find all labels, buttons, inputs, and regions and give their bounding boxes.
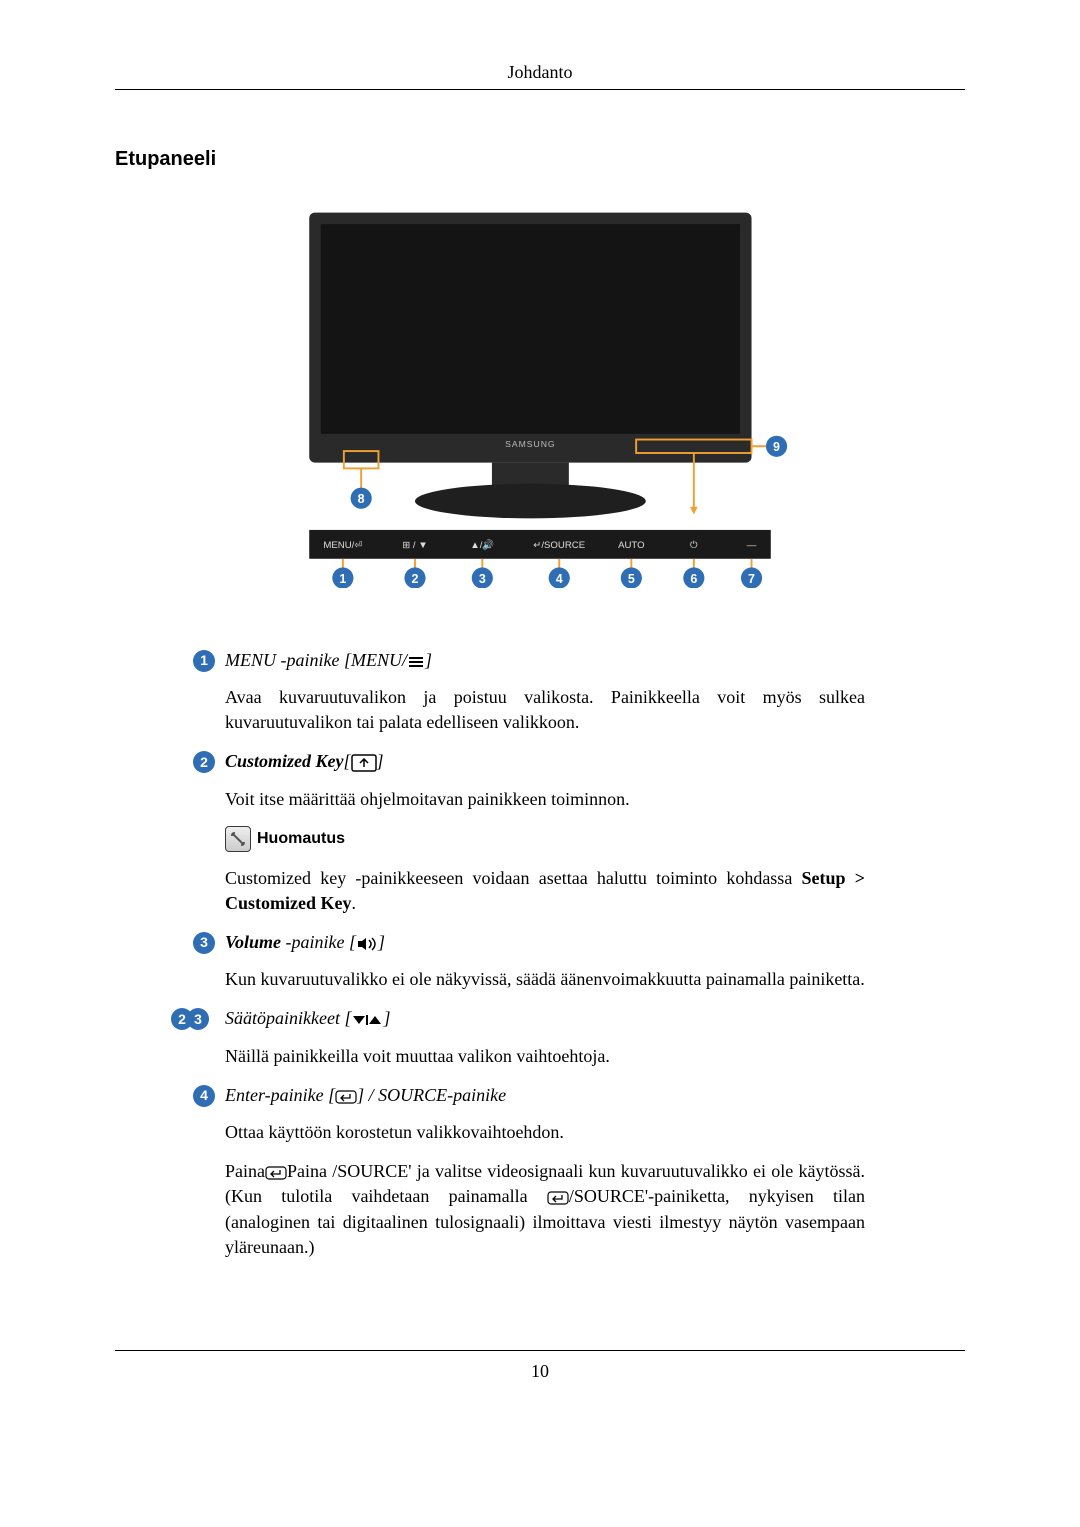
bullet-3: 3: [193, 930, 215, 954]
btn-label-5: AUTO: [618, 540, 645, 551]
item-4-body: Ottaa käyttöön korostetun valikkovaihtoe…: [225, 1120, 865, 1145]
btn-label-6: ⏻: [690, 540, 698, 551]
page-footer: 10: [115, 1350, 965, 1384]
bullet-2: 2: [193, 749, 215, 773]
page-header: Johdanto: [115, 60, 965, 90]
item-2-note-body: Customized key -painikkeeseen voidaan as…: [225, 866, 865, 916]
svg-text:2: 2: [412, 572, 419, 586]
btn-label-3: ▲/🔊: [470, 538, 494, 551]
down-up-icon: [351, 1013, 383, 1027]
callout-8: 8: [358, 492, 365, 506]
callout-9: 9: [773, 440, 780, 454]
svg-text:1: 1: [339, 572, 346, 586]
item-4-title: Enter-painike [] / SOURCE-painike: [225, 1083, 865, 1108]
item-3-body: Kun kuvaruutuvalikko ei ole näkyvissä, s…: [225, 967, 865, 992]
monitor-figure: SAMSUNG 9 8 MENU/⏎ ⊞ / ▼ ▲/🔊 ↵/SOURC: [115, 203, 965, 588]
note-row: Huomautus: [225, 826, 865, 852]
btn-label-4: ↵/SOURCE: [533, 540, 585, 551]
item-3-title: Volume -painike []: [225, 930, 865, 955]
note-icon: [225, 826, 251, 852]
item-23-title: Säätöpainikkeet []: [225, 1006, 865, 1031]
item-2-title: Customized Key[]: [225, 749, 865, 774]
monitor-svg: SAMSUNG 9 8 MENU/⏎ ⊞ / ▼ ▲/🔊 ↵/SOURC: [290, 203, 790, 588]
btn-label-1: MENU/⏎: [323, 540, 362, 551]
volume-icon: [356, 936, 378, 952]
enter-icon: [547, 1191, 569, 1205]
btn-label-7: —: [747, 540, 757, 551]
note-label: Huomautus: [257, 828, 345, 850]
btn-label-2: ⊞ / ▼: [402, 540, 428, 551]
custom-key-icon: [351, 754, 377, 772]
bullet-1: 1: [193, 648, 215, 672]
bullet-23: 2 3: [193, 1006, 209, 1030]
svg-text:5: 5: [628, 572, 635, 586]
item-1-title: MENU -painike [MENU/]: [225, 648, 865, 673]
svg-text:7: 7: [748, 572, 755, 586]
enter-icon: [265, 1166, 287, 1180]
enter-icon: [335, 1090, 357, 1104]
svg-text:6: 6: [690, 572, 697, 586]
svg-text:3: 3: [479, 572, 486, 586]
item-23-body: Näillä painikkeilla voit muuttaa valikon…: [225, 1044, 865, 1069]
svg-text:4: 4: [556, 572, 563, 586]
content-list: 1 MENU -painike [MENU/] Avaa kuvaruutuva…: [225, 648, 865, 1260]
item-1-body: Avaa kuvaruutuvalikon ja poistuu valikos…: [225, 685, 865, 735]
brand-text: SAMSUNG: [505, 439, 555, 449]
item-23: 2 3 Säätöpainikkeet [] Näillä painikkeil…: [225, 1006, 865, 1068]
item-3: 3 Volume -painike [] Kun kuvaruutuvalikk…: [225, 930, 865, 992]
section-title: Etupaneeli: [115, 145, 965, 173]
item-2-body: Voit itse määrittää ohjelmoitavan painik…: [225, 787, 865, 812]
item-2: 2 Customized Key[] Voit itse määrittää o…: [225, 749, 865, 916]
menu-bars-icon: [407, 655, 425, 669]
item-1: 1 MENU -painike [MENU/] Avaa kuvaruutuva…: [225, 648, 865, 736]
item-4: 4 Enter-painike [] / SOURCE-painike Otta…: [225, 1083, 865, 1260]
item-4-body2: PainaPaina /SOURCE' ja valitse videosign…: [225, 1159, 865, 1260]
bullet-4: 4: [193, 1083, 215, 1107]
